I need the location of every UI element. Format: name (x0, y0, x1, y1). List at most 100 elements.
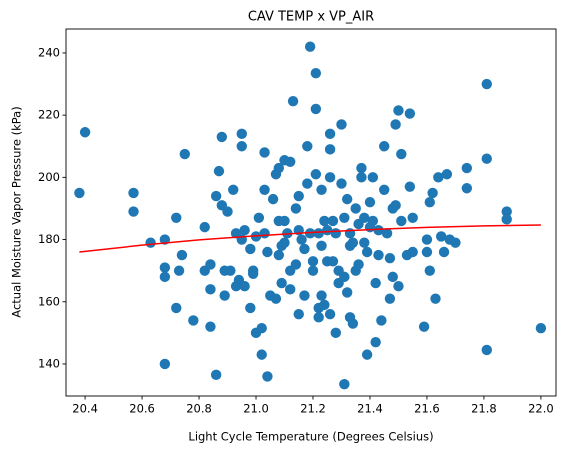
scatter-point (279, 237, 290, 248)
scatter-point (239, 281, 250, 292)
scatter-point (424, 197, 435, 208)
scatter-point (324, 128, 336, 140)
scatter-point (245, 243, 256, 255)
scatter-point (285, 156, 296, 168)
scatter-point (239, 225, 250, 236)
scatter-point (293, 190, 304, 202)
scatter-point (302, 178, 313, 189)
x-tick-label: 22.0 (528, 402, 554, 416)
scatter-point (330, 228, 341, 239)
scatter-point (350, 203, 361, 214)
scatter-point (390, 200, 401, 211)
scatter-point (501, 206, 512, 217)
y-tick-label: 220 (38, 108, 60, 122)
scatter-point (481, 344, 492, 356)
scatter-point (310, 67, 322, 79)
scatter-point (461, 162, 473, 174)
scatter-point (262, 246, 273, 258)
scatter-point (353, 259, 364, 270)
scatter-point (293, 309, 304, 320)
scatter-point (319, 299, 330, 311)
scatter-point (205, 284, 216, 295)
scatter-point (273, 162, 285, 174)
scatter-point (304, 41, 316, 52)
scatter-point (421, 234, 433, 245)
scatter-point (205, 259, 216, 270)
scatter-point (267, 193, 279, 205)
scatter-point (322, 225, 333, 236)
scatter-point (407, 212, 418, 223)
scatter-point (302, 141, 313, 152)
x-axis-label: Light Cycle Temperature (Degrees Celsius… (188, 430, 433, 444)
scatter-point (396, 215, 407, 227)
x-tick-label: 21.0 (243, 402, 269, 416)
scatter-point (438, 246, 450, 258)
scatter-point (387, 271, 398, 283)
scatter-point (225, 265, 236, 276)
scatter-point (236, 141, 247, 152)
scatter-point (336, 178, 347, 189)
scatter-point (259, 147, 270, 158)
scatter-point (210, 190, 222, 202)
scatter-point (273, 249, 285, 261)
scatter-point (376, 315, 387, 326)
scatter-point (356, 172, 367, 183)
scatter-point (341, 193, 353, 205)
scatter-point (279, 215, 290, 227)
scatter-point (173, 265, 185, 276)
scatter-point (327, 215, 339, 227)
scatter-point (418, 321, 430, 332)
fit-line (79, 224, 541, 253)
scatter-point (310, 103, 322, 115)
scatter-point (210, 369, 222, 381)
scatter-point (347, 237, 359, 248)
scatter-point (245, 302, 256, 314)
scatter-point (259, 184, 270, 195)
y-tick-label: 160 (38, 294, 60, 308)
scatter-point (159, 271, 171, 283)
chart-title: CAV TEMP x VP_AIR (248, 10, 374, 25)
scatter-point (356, 162, 367, 174)
scatter-point (433, 172, 444, 183)
scatter-point (407, 246, 418, 258)
scatter-point (364, 197, 376, 208)
scatter-point (316, 290, 327, 301)
y-tick-label: 180 (38, 232, 60, 246)
scatter-point (287, 95, 299, 107)
scatter-point (285, 284, 296, 295)
scatter-point (304, 228, 316, 239)
scatter-point (370, 336, 381, 348)
scatter-point (324, 172, 336, 183)
x-tick-label: 20.8 (186, 402, 212, 416)
scatter-point (313, 312, 324, 323)
scatter-point (361, 349, 373, 360)
scatter-point (256, 322, 267, 334)
scatter-point (324, 309, 336, 320)
scatter-point (327, 256, 339, 267)
scatter-point (199, 221, 210, 233)
scatter-point (171, 302, 182, 314)
scatter-point (347, 318, 359, 329)
x-tick-label: 21.2 (300, 402, 326, 416)
scatter-point (313, 228, 324, 239)
scatter-point (213, 165, 225, 177)
scatter-point (450, 237, 461, 248)
scatter-point (379, 141, 390, 152)
scatter-point (256, 349, 267, 360)
scatter-point (188, 315, 199, 326)
y-tick-label: 240 (38, 45, 60, 59)
x-tick-label: 21.4 (357, 402, 383, 416)
scatter-point (79, 127, 91, 138)
scatter-point (384, 253, 396, 264)
scatter-point (324, 144, 336, 155)
scatter-point (424, 265, 435, 276)
scatter-point (367, 172, 379, 183)
scatter-point (74, 187, 85, 199)
scatter-point (179, 148, 190, 160)
scatter-point (159, 262, 171, 273)
scatter-point (310, 169, 322, 180)
scatter-point (359, 237, 370, 248)
scatter-point (290, 259, 302, 270)
y-axis-label: Actual Moisture Vapor Pressure (kPa) (10, 106, 24, 317)
scatter-point (316, 240, 327, 251)
